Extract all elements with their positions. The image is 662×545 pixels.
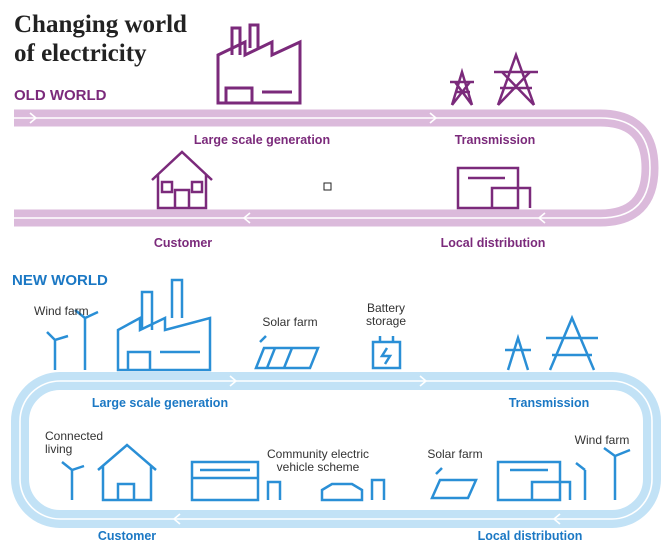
item-label: vehicle scheme xyxy=(276,460,360,474)
new-icons-part xyxy=(371,336,402,370)
factory-icon-part xyxy=(230,23,260,55)
cursor-marker xyxy=(323,182,332,191)
new-icons-part xyxy=(116,278,212,372)
factory-icon-part xyxy=(216,39,302,105)
item-label: Wind farm xyxy=(34,304,89,318)
new-icons-part xyxy=(505,314,598,371)
node-label: Transmission xyxy=(454,133,536,147)
house-icon-part xyxy=(151,150,213,210)
node-label: Local distribution xyxy=(477,529,583,543)
factory-icon-part xyxy=(224,86,292,103)
new-icons-part xyxy=(496,446,631,502)
tower-icon-part xyxy=(450,67,474,106)
substation-icon-part xyxy=(456,166,532,210)
section-label: OLD WORLD xyxy=(14,87,107,104)
new-icons-part xyxy=(254,335,320,370)
title-line: Changing world xyxy=(14,11,187,38)
node-label: Large scale generation xyxy=(193,133,331,147)
new-icons-part xyxy=(46,309,99,370)
item-label: storage xyxy=(365,314,407,328)
old-loop-part xyxy=(14,117,651,219)
title-line: of electricity xyxy=(14,40,147,67)
item-label: Solar farm xyxy=(427,447,483,461)
node-label: Transmission xyxy=(508,396,590,410)
old-loop-part xyxy=(29,112,546,224)
item-label: living xyxy=(45,442,73,456)
tower-icon-part xyxy=(494,51,538,106)
new-icons-part xyxy=(430,467,478,500)
node-label: Large scale generation xyxy=(91,396,229,410)
item-label: Connected xyxy=(45,429,104,443)
old-loop xyxy=(14,109,659,227)
tower-icon xyxy=(450,51,538,106)
new-loop-part xyxy=(19,380,653,520)
old-loop-part xyxy=(14,109,659,227)
new-icons-part xyxy=(190,460,386,502)
node-label: Customer xyxy=(97,529,157,543)
item-label: Solar farm xyxy=(262,315,318,329)
node-label: Local distribution xyxy=(440,236,546,250)
house-icon xyxy=(151,150,213,210)
new-loop xyxy=(11,372,661,528)
substation-icon xyxy=(456,166,532,210)
item-label: Community electric xyxy=(266,447,370,461)
section-label: NEW WORLD xyxy=(12,272,108,289)
new-icons xyxy=(46,278,631,502)
item-label: Wind farm xyxy=(574,433,630,447)
factory-icon xyxy=(216,23,302,105)
new-icons-part xyxy=(61,443,157,502)
new-loop-part xyxy=(172,375,561,525)
node-label: Customer xyxy=(153,236,213,250)
item-label: Battery xyxy=(366,301,406,315)
